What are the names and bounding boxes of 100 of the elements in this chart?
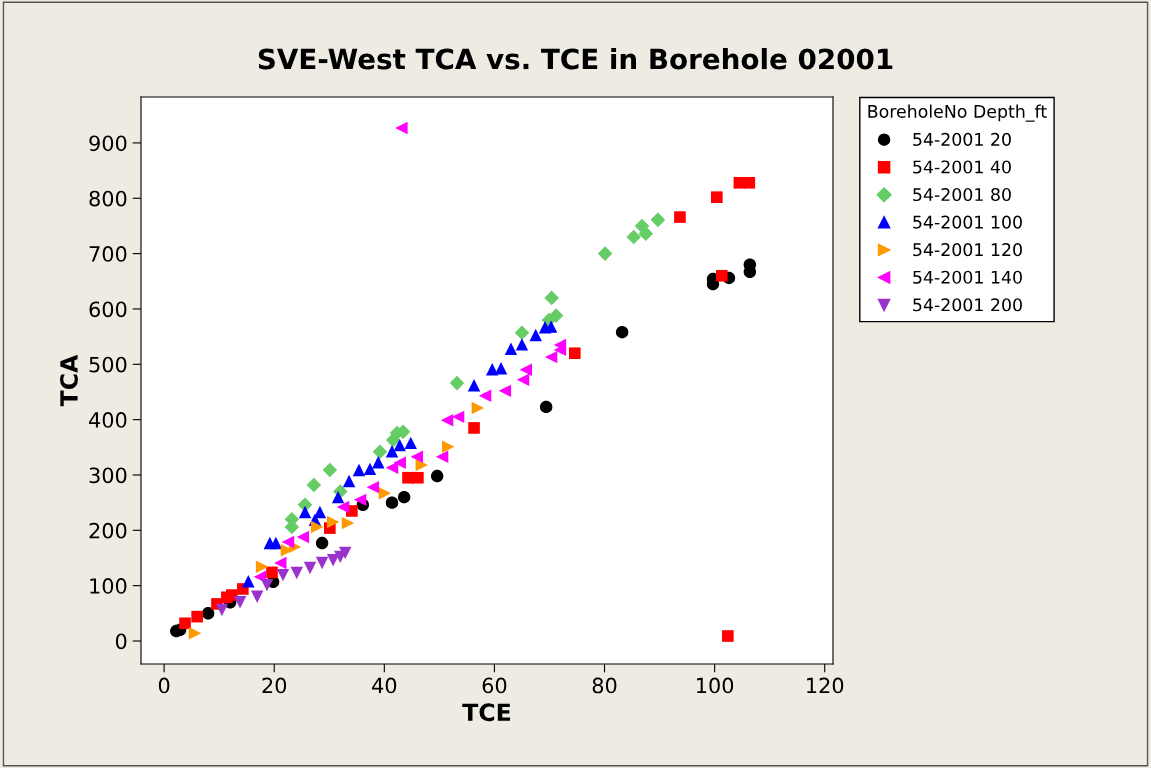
- point: [674, 211, 686, 223]
- point: [331, 490, 345, 504]
- point: [514, 325, 530, 341]
- point: [339, 546, 352, 560]
- point: [372, 444, 388, 460]
- x-tick-label: 0: [158, 677, 170, 694]
- point: [266, 566, 278, 579]
- point: [290, 566, 303, 580]
- x-tick-label: 60: [482, 677, 507, 694]
- x-tick-label: 40: [372, 677, 397, 694]
- point: [353, 493, 367, 507]
- point: [451, 410, 465, 424]
- point: [385, 444, 399, 458]
- point: [650, 212, 666, 228]
- point: [486, 363, 499, 376]
- point: [504, 342, 518, 356]
- point: [306, 477, 322, 493]
- y-tick-label: 500: [89, 356, 127, 373]
- point: [281, 535, 295, 549]
- point: [296, 530, 310, 544]
- x-tick-label: 120: [807, 677, 844, 694]
- legend-label: 54-2001 100: [913, 215, 1022, 229]
- point: [467, 379, 481, 392]
- point: [269, 536, 283, 550]
- legend-label: 54-2001 20: [913, 132, 1011, 146]
- point: [441, 440, 455, 453]
- point: [722, 630, 734, 642]
- point: [568, 347, 581, 360]
- point: [529, 328, 542, 342]
- point: [233, 596, 247, 609]
- point: [393, 456, 406, 470]
- y-tick-label: 100: [90, 578, 127, 594]
- point: [597, 246, 613, 261]
- x-tick-label: 100: [697, 677, 734, 694]
- legend-label: 54-2001 200: [913, 298, 1022, 312]
- point: [255, 560, 269, 574]
- point: [250, 590, 264, 603]
- y-tick-label: 900: [89, 135, 127, 152]
- point: [315, 556, 329, 570]
- point: [336, 500, 350, 514]
- point: [315, 536, 329, 550]
- point: [548, 308, 564, 323]
- point: [352, 463, 366, 477]
- point: [226, 589, 238, 601]
- point: [544, 290, 559, 306]
- point: [449, 375, 465, 391]
- point: [395, 121, 408, 135]
- point: [404, 436, 417, 450]
- point: [326, 553, 340, 567]
- point: [471, 401, 485, 415]
- point: [385, 461, 399, 474]
- point: [553, 338, 567, 352]
- point: [363, 462, 377, 476]
- point: [385, 496, 399, 509]
- point: [378, 487, 392, 500]
- point: [440, 413, 454, 427]
- y-tick-label: 800: [89, 190, 127, 207]
- point: [410, 450, 424, 463]
- point: [303, 561, 317, 575]
- point: [478, 389, 492, 403]
- point: [341, 516, 355, 530]
- point: [634, 218, 650, 234]
- point: [544, 350, 558, 364]
- y-tick-label: 0: [115, 633, 127, 650]
- point: [412, 471, 424, 484]
- point: [274, 556, 287, 570]
- legend-label: 54-2001 80: [913, 187, 1011, 202]
- legend-label: 54-2001 40: [913, 160, 1011, 174]
- legend-title: BoreholeNo Depth_ft: [868, 104, 1047, 122]
- point: [342, 474, 356, 488]
- point: [366, 480, 379, 494]
- point: [468, 422, 480, 434]
- y-tick-label: 600: [89, 301, 127, 318]
- point: [516, 373, 530, 386]
- point: [397, 490, 411, 504]
- point: [310, 520, 324, 534]
- y-tick-label: 300: [89, 467, 127, 484]
- x-tick-label: 80: [592, 677, 617, 694]
- x-axis-title: TCE: [462, 703, 511, 722]
- point: [260, 578, 274, 592]
- point: [393, 438, 406, 452]
- point: [322, 462, 338, 478]
- point: [615, 325, 629, 339]
- point: [326, 515, 340, 529]
- point: [215, 603, 229, 617]
- point: [498, 384, 512, 398]
- point: [638, 226, 654, 241]
- x-tick-label: 20: [262, 677, 287, 694]
- y-axis-title: TCA: [60, 354, 78, 407]
- point: [539, 400, 553, 414]
- point: [626, 229, 641, 245]
- point: [242, 575, 255, 588]
- point: [715, 269, 728, 282]
- point: [435, 450, 449, 463]
- chart-title: SVE-West TCA vs. TCE in Borehole 02001: [258, 48, 893, 70]
- point: [191, 610, 203, 623]
- point: [519, 363, 533, 377]
- y-tick-label: 700: [89, 246, 127, 262]
- point: [188, 627, 202, 640]
- y-tick-label: 200: [89, 522, 127, 539]
